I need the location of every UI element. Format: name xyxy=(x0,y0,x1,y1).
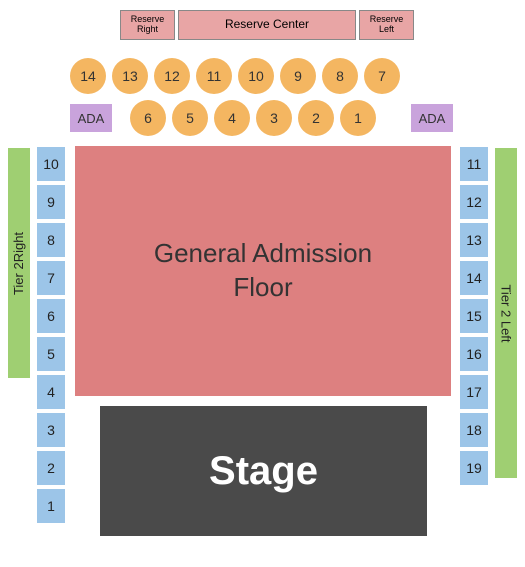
table-circle-6[interactable]: 6 xyxy=(130,100,166,136)
right-seat-14[interactable]: 14 xyxy=(459,260,489,296)
right-seat-15[interactable]: 15 xyxy=(459,298,489,334)
table-circle-12[interactable]: 12 xyxy=(154,58,190,94)
left-seat-9[interactable]: 9 xyxy=(36,184,66,220)
left-seat-1[interactable]: 1 xyxy=(36,488,66,524)
ada-left[interactable]: ADA xyxy=(70,104,112,132)
tier2-left-label: Tier 2 Left xyxy=(495,148,517,478)
ada-right[interactable]: ADA xyxy=(411,104,453,132)
left-seat-5[interactable]: 5 xyxy=(36,336,66,372)
table-circle-11[interactable]: 11 xyxy=(196,58,232,94)
right-seat-18[interactable]: 18 xyxy=(459,412,489,448)
table-circle-4[interactable]: 4 xyxy=(214,100,250,136)
table-circle-3[interactable]: 3 xyxy=(256,100,292,136)
reserve-center[interactable]: Reserve Center xyxy=(178,10,356,40)
table-circle-9[interactable]: 9 xyxy=(280,58,316,94)
table-circle-7[interactable]: 7 xyxy=(364,58,400,94)
left-seat-7[interactable]: 7 xyxy=(36,260,66,296)
reserve-left[interactable]: ReserveLeft xyxy=(359,10,414,40)
right-seat-13[interactable]: 13 xyxy=(459,222,489,258)
table-circle-14[interactable]: 14 xyxy=(70,58,106,94)
table-circle-13[interactable]: 13 xyxy=(112,58,148,94)
tier2-right-label: Tier 2Right xyxy=(8,148,30,378)
table-circle-5[interactable]: 5 xyxy=(172,100,208,136)
table-circle-8[interactable]: 8 xyxy=(322,58,358,94)
left-seat-3[interactable]: 3 xyxy=(36,412,66,448)
stage: Stage xyxy=(100,406,427,536)
left-seat-8[interactable]: 8 xyxy=(36,222,66,258)
table-circle-1[interactable]: 1 xyxy=(340,100,376,136)
left-seat-2[interactable]: 2 xyxy=(36,450,66,486)
right-seat-19[interactable]: 19 xyxy=(459,450,489,486)
right-seat-17[interactable]: 17 xyxy=(459,374,489,410)
left-seat-4[interactable]: 4 xyxy=(36,374,66,410)
left-seat-10[interactable]: 10 xyxy=(36,146,66,182)
left-seat-6[interactable]: 6 xyxy=(36,298,66,334)
table-circle-2[interactable]: 2 xyxy=(298,100,334,136)
ga-floor[interactable]: General AdmissionFloor xyxy=(75,146,451,396)
right-seat-12[interactable]: 12 xyxy=(459,184,489,220)
right-seat-11[interactable]: 11 xyxy=(459,146,489,182)
reserve-right[interactable]: ReserveRight xyxy=(120,10,175,40)
table-circle-10[interactable]: 10 xyxy=(238,58,274,94)
right-seat-16[interactable]: 16 xyxy=(459,336,489,372)
